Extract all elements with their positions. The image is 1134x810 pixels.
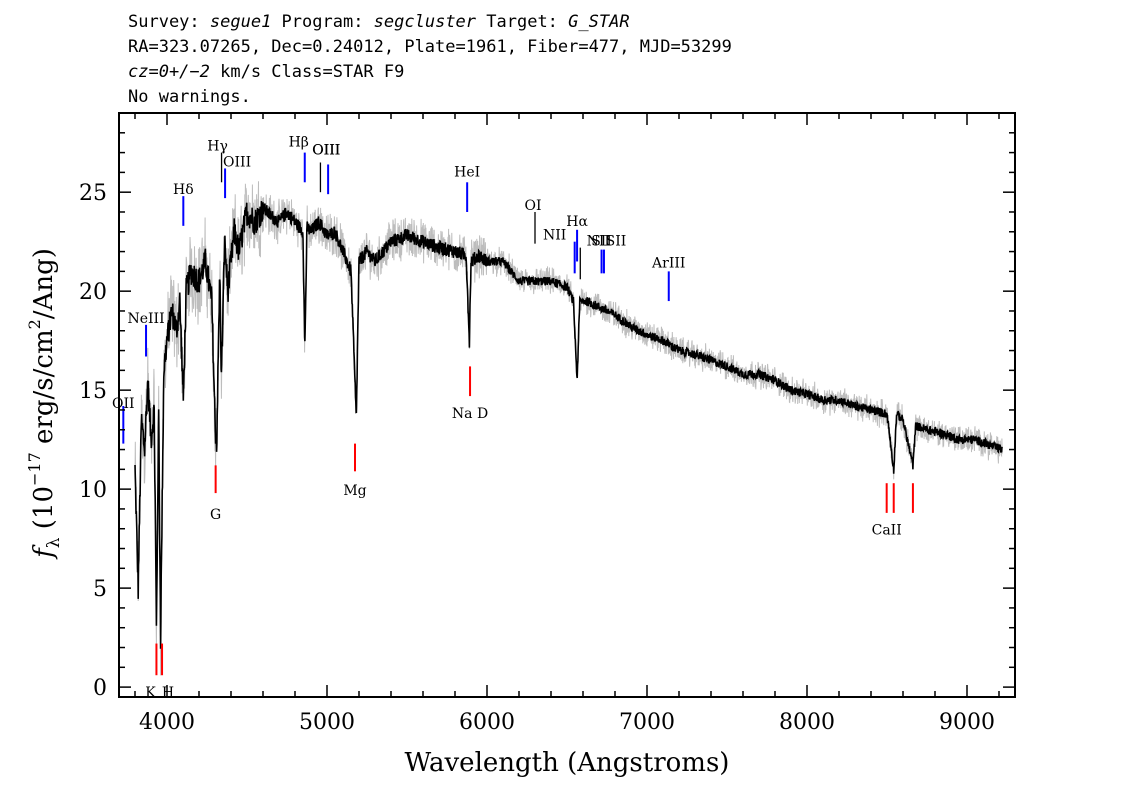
line-label: OII (112, 396, 135, 412)
x-tick-label: 7000 (619, 710, 675, 735)
plot-frame (118, 112, 1016, 698)
header-line-4: No warnings. (128, 87, 251, 107)
y-tick-label: 10 (79, 478, 107, 503)
header-line-1: Survey: segue1 Program: segcluster Targe… (128, 12, 630, 32)
y-tick-label: 0 (93, 676, 107, 701)
x-tick-label: 4000 (139, 710, 195, 735)
header-line-3: cz=0+/−2 km/s Class=STAR F9 (128, 62, 405, 82)
program-name: segcluster (373, 12, 477, 32)
line-label: SII (591, 234, 612, 250)
line-label: Hδ (173, 182, 194, 198)
line-label: HeI (454, 164, 480, 180)
line-label: OIII (312, 143, 340, 159)
line-label: H (162, 685, 174, 701)
line-label: CaII (872, 523, 902, 539)
x-axis-label: Wavelength (Angstroms) (405, 748, 730, 778)
flux-line (134, 201, 1003, 649)
line-label: NeIII (127, 311, 164, 327)
line-label: Na D (452, 406, 488, 422)
y-tick-label: 15 (79, 379, 107, 404)
line-label: G (210, 507, 221, 523)
line-label: OIII (223, 154, 251, 170)
survey-name: segue1 (209, 12, 272, 32)
line-label: OI (524, 198, 541, 214)
x-tick-label: 9000 (939, 710, 995, 735)
line-label: ArIII (651, 255, 685, 271)
line-label: Mg (343, 483, 366, 499)
x-tick-label: 6000 (459, 710, 515, 735)
line-label: Hβ (289, 135, 309, 151)
redshift-value: cz=0+/−2 (128, 62, 210, 82)
line-label: NII (587, 234, 610, 250)
error-band (134, 181, 1003, 676)
line-label: OIII (312, 143, 340, 159)
line-label: Hα (566, 214, 588, 230)
header-line-2: RA=323.07265, Dec=0.24012, Plate=1961, F… (128, 37, 732, 57)
x-tick-label: 5000 (299, 710, 355, 735)
line-label: Hγ (207, 139, 228, 155)
y-tick-label: 20 (79, 280, 107, 305)
line-label: NII (543, 228, 566, 244)
axes: 4000 5000 6000 7000 8000 9000 0 5 10 15 20 25 (79, 113, 1015, 735)
x-tick-label: 8000 (779, 710, 835, 735)
flux-series (134, 201, 1003, 649)
y-tick-label: 5 (93, 577, 107, 602)
line-label: SII (606, 234, 627, 250)
y-axis-label: fλ (10−17 erg/s/cm2/Ang) (25, 248, 64, 560)
target-name: G_STAR (568, 12, 630, 32)
line-label: K (145, 685, 156, 701)
error-band-line (134, 181, 1003, 676)
y-tick-label: 25 (79, 181, 107, 206)
